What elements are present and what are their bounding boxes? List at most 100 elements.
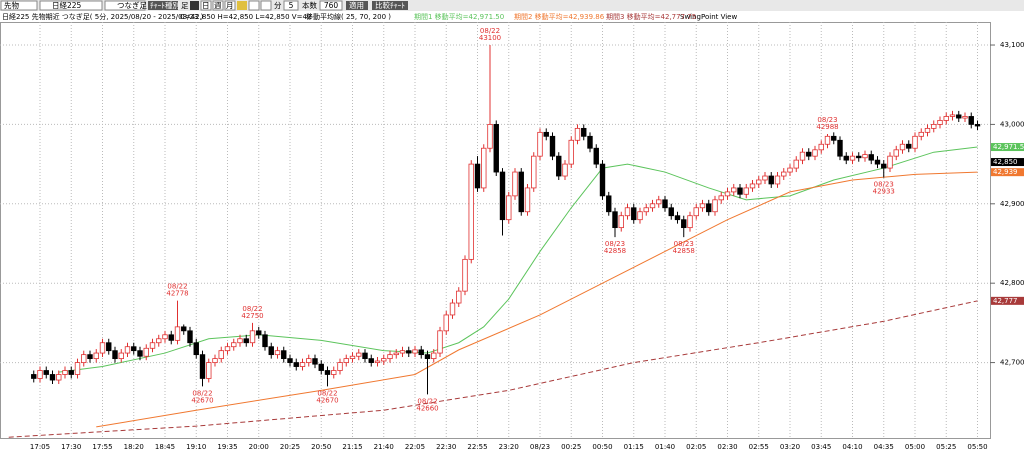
tool-button[interactable] <box>248 0 260 11</box>
candle-body <box>887 155 893 169</box>
candle-body <box>781 171 787 177</box>
candle-body <box>768 175 774 185</box>
candle-body <box>924 127 931 133</box>
candle-body <box>656 199 662 205</box>
week: 週 <box>214 1 222 10</box>
moving-average <box>58 146 978 373</box>
x-tick-label: 20:00 <box>249 443 269 451</box>
candle-body <box>937 120 943 125</box>
value-box <box>991 296 1024 305</box>
candle-body <box>512 171 518 197</box>
legend-entry: 期間3 移動平均=42,777.75 <box>606 12 696 21</box>
candle-body <box>131 346 137 352</box>
y-tick-label: 42,700 <box>1000 359 1024 367</box>
day: 日 <box>202 1 210 10</box>
interval: 5 <box>289 1 294 10</box>
tool-button[interactable] <box>237 1 247 10</box>
candle-body <box>43 370 49 375</box>
candle-body <box>599 163 606 197</box>
chart-kind-button[interactable] <box>148 1 178 10</box>
candle-body <box>143 347 149 357</box>
candle-body <box>393 352 399 356</box>
candle-body <box>406 350 412 354</box>
bar-type-select[interactable] <box>104 0 146 11</box>
candle-body <box>343 358 349 363</box>
candle-body <box>862 154 868 159</box>
candle-body <box>856 155 862 159</box>
moving-average <box>8 300 978 438</box>
candle-body <box>31 374 37 379</box>
count-label: 本数 <box>302 0 317 10</box>
candle-body <box>524 187 531 213</box>
candle-body <box>906 143 912 149</box>
swing-value: 42858 <box>673 247 695 255</box>
candle-body <box>793 159 799 169</box>
candle-body <box>443 314 449 332</box>
day-button[interactable] <box>200 0 212 11</box>
candle-body <box>224 346 231 352</box>
candle-body <box>918 131 924 137</box>
candle-body <box>206 362 212 379</box>
candle-body <box>874 159 881 165</box>
toolbar-controls: 先物 日経225 つなぎ足 ﾁｬｰﾄ種別 足 日 週 月 分 5 本数 760 … <box>0 0 408 11</box>
candle-body <box>124 346 131 354</box>
candle-body <box>562 163 568 177</box>
candle-body <box>668 207 674 217</box>
x-tick-label: 04:35 <box>874 443 894 451</box>
month-button[interactable] <box>224 0 236 11</box>
compare-button[interactable] <box>372 1 408 10</box>
candle-body <box>849 155 856 161</box>
plot-frame <box>0 22 991 439</box>
candle-body <box>81 354 87 363</box>
candle-body <box>499 171 506 221</box>
candle-body <box>431 352 437 360</box>
apply-button[interactable] <box>346 1 368 10</box>
candle-body <box>681 219 687 229</box>
candle-body <box>262 334 268 348</box>
candle-body <box>306 358 312 363</box>
swing-value: 42670 <box>316 396 338 404</box>
tool-button[interactable] <box>190 1 199 10</box>
swing-value: 42670 <box>191 396 213 404</box>
candle-body <box>824 135 831 145</box>
candle-body <box>318 363 324 371</box>
count-input[interactable] <box>319 0 343 11</box>
candle-body <box>399 350 406 354</box>
candle-body <box>424 354 431 360</box>
candle-body <box>812 149 818 157</box>
x-tick-label: 02:05 <box>686 443 706 451</box>
candle-body <box>149 342 156 349</box>
swing-date: 08/23 <box>605 240 625 248</box>
swing-date: 08/22 <box>317 389 337 397</box>
candle-body <box>637 211 643 221</box>
candle-body <box>256 330 262 336</box>
candle-body <box>106 342 112 352</box>
x-tick-label: 01:15 <box>624 443 644 451</box>
ohlcv: C=42,850 H=42,850 L=42,850 V=42 <box>180 13 311 21</box>
x-tick-label: 19:10 <box>186 443 206 451</box>
candle-body <box>612 211 618 229</box>
candle-body <box>468 163 474 260</box>
candle-body <box>74 362 81 375</box>
candle-body <box>606 195 612 213</box>
ma-title: 移動平均線( 25, 70, 200 ) <box>306 12 391 21</box>
x-tick-label: 18:45 <box>155 443 175 451</box>
swing-value: 42778 <box>166 290 188 298</box>
interval-input[interactable] <box>283 0 299 11</box>
swing-date: 08/22 <box>167 283 187 291</box>
candle-body <box>949 114 956 117</box>
candle-body <box>662 199 668 209</box>
x-tick-label: 17:30 <box>61 443 81 451</box>
candle-body <box>112 350 118 360</box>
x-tick-label: 23:20 <box>499 443 519 451</box>
candle-body <box>956 114 962 119</box>
week-button[interactable] <box>212 0 224 11</box>
value-box <box>991 168 1024 177</box>
index-select[interactable] <box>39 0 103 11</box>
market-select[interactable] <box>0 0 38 11</box>
candle-body <box>543 131 549 137</box>
candle-body <box>193 342 199 356</box>
candle-body <box>362 352 368 360</box>
tool-button[interactable] <box>260 0 272 11</box>
candle-body <box>968 116 974 125</box>
